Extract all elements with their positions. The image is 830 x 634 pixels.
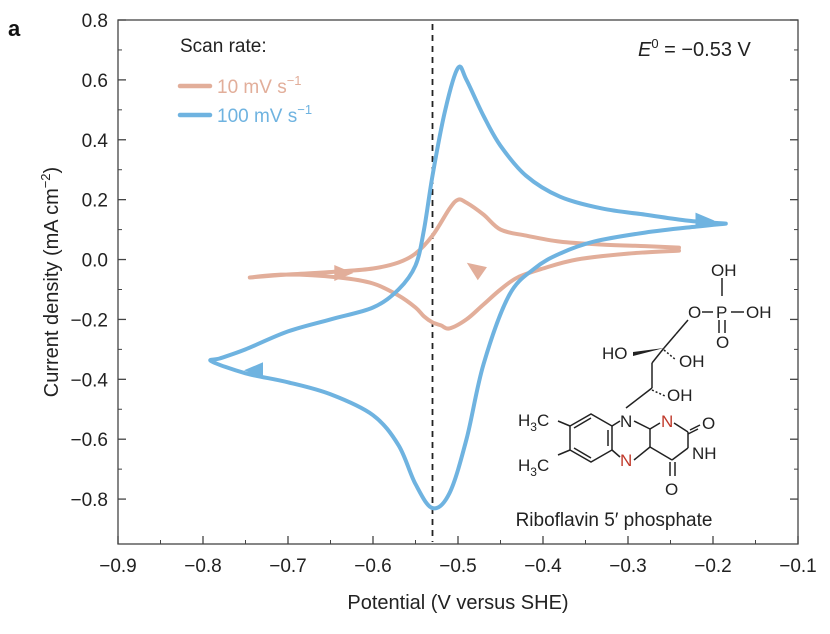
y-axis-title-main: Current density (mA cm <box>41 188 63 397</box>
y-axis-title: Current density (mA cm−2) <box>38 167 63 397</box>
legend-label-100mv-main: 100 mV s <box>217 106 297 127</box>
series-layer <box>208 64 728 511</box>
panel-label: a <box>8 16 21 41</box>
legend-label-10mv-main: 10 mV s <box>217 77 287 98</box>
x-tick-label: −0.4 <box>524 556 562 577</box>
x-tick-label: −0.9 <box>99 556 137 577</box>
mol-nh: NH <box>692 444 717 463</box>
mol-h3c-top-sub: 3 <box>530 420 537 434</box>
y-tick-label: 0.2 <box>82 191 108 212</box>
y-tick-label: −0.8 <box>70 490 108 511</box>
mol-o-bottom: O <box>716 333 729 352</box>
mol-h3c-bottom: H3C <box>518 456 549 479</box>
legend-label-10mv: 10 mV s−1 <box>217 73 302 98</box>
legend-label-100mv-sup: −1 <box>297 102 312 117</box>
x-axis-title: Potential (V versus SHE) <box>347 592 568 614</box>
mol-oh-top: OH <box>711 261 737 280</box>
y-axis-ticks: 0.8 0.6 0.4 0.2 0.0 −0.2 −0.4 −0.6 −0.8 <box>70 11 798 511</box>
riboflavin-atom-labels: OH P OH O O HO OH OH N N N O NH O H3C H3… <box>516 261 772 531</box>
x-axis-ticks: −0.9 −0.8 −0.7 −0.6 −0.5 −0.4 −0.3 −0.2 −0.1 <box>99 536 817 577</box>
x-tick-label: −0.5 <box>439 556 477 577</box>
legend-label-10mv-sup: −1 <box>287 73 302 88</box>
y-tick-label: −0.6 <box>70 430 108 451</box>
mol-oh-mid: OH <box>679 352 705 371</box>
x-tick-label: −0.1 <box>779 556 817 577</box>
mol-o2: O <box>702 414 715 433</box>
mol-h3c-top-c: C <box>537 411 549 430</box>
mol-n1: N <box>661 412 673 431</box>
y-axis-title-close: ) <box>41 167 63 174</box>
direction-arrows <box>244 212 715 379</box>
x-tick-label: −0.7 <box>269 556 307 577</box>
mol-phosphorus: P <box>716 303 727 322</box>
legend-label-100mv: 100 mV s−1 <box>217 102 312 127</box>
x-tick-label: −0.6 <box>354 556 392 577</box>
direction-arrow-2 <box>695 212 715 229</box>
x-tick-label: −0.2 <box>694 556 732 577</box>
mol-o4: O <box>665 480 678 499</box>
y-tick-label: 0.8 <box>82 11 108 32</box>
mol-ho: HO <box>602 344 628 363</box>
mol-h3c-bottom-c: C <box>537 456 549 475</box>
mol-n5: N <box>620 451 632 470</box>
e0-annotation: E0 = −0.53 V <box>638 36 752 61</box>
mol-h3c-top-h: H <box>518 411 530 430</box>
legend-title: Scan rate: <box>180 36 267 57</box>
y-tick-label: 0.4 <box>82 131 109 152</box>
series-line-1 <box>208 64 728 511</box>
y-axis-title-sup: −2 <box>38 173 53 188</box>
series-line-0 <box>247 197 681 331</box>
riboflavin-structure <box>557 278 744 476</box>
y-tick-label: 0.0 <box>82 251 108 272</box>
molecule-caption: Riboflavin 5′ phosphate <box>516 510 713 531</box>
direction-arrow-1 <box>466 262 487 281</box>
mol-h3c-bottom-h: H <box>518 456 530 475</box>
mol-o-link: O <box>688 303 701 322</box>
x-tick-label: −0.8 <box>184 556 222 577</box>
mol-oh-low: OH <box>667 386 693 405</box>
direction-arrow-3 <box>244 362 263 379</box>
x-tick-label: −0.3 <box>609 556 647 577</box>
mol-n10: N <box>620 412 632 431</box>
y-tick-label: −0.4 <box>70 370 108 391</box>
e0-value: = −0.53 V <box>659 39 752 61</box>
e0-sup: 0 <box>651 36 658 51</box>
y-tick-label: 0.6 <box>82 71 108 92</box>
mol-h3c-bottom-sub: 3 <box>530 465 537 479</box>
mol-h3c-top: H3C <box>518 411 549 434</box>
y-tick-label: −0.2 <box>70 310 108 331</box>
direction-arrow-0 <box>334 265 354 281</box>
e0-symbol: E <box>638 39 652 61</box>
mol-oh-right: OH <box>746 303 772 322</box>
